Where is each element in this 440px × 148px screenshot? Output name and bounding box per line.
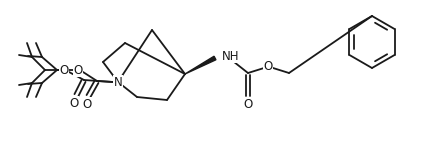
Polygon shape [185, 56, 216, 74]
Text: O: O [264, 59, 273, 73]
Text: N: N [114, 75, 122, 89]
Text: NH: NH [222, 49, 239, 62]
Text: O: O [243, 98, 253, 111]
Text: O: O [59, 63, 69, 77]
Text: O: O [73, 63, 83, 77]
Text: O: O [70, 96, 79, 110]
Text: O: O [82, 98, 92, 111]
Text: N: N [114, 75, 122, 89]
